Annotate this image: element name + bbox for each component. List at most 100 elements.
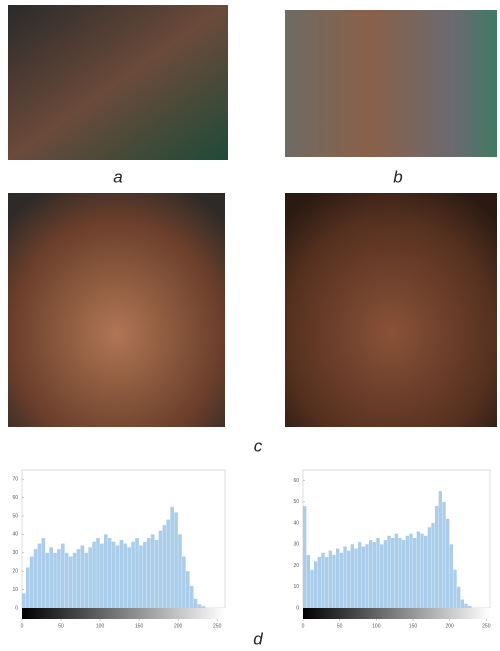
histogram-bar	[53, 552, 57, 608]
histogram-bar	[339, 552, 344, 608]
photo-b	[285, 10, 497, 157]
histogram-bar	[365, 544, 369, 608]
y-tick-label: 10	[293, 584, 299, 590]
y-tick-label: 40	[293, 520, 299, 526]
histogram-bar	[174, 512, 178, 608]
histogram-bar	[37, 543, 42, 608]
histogram-bar	[431, 523, 435, 608]
x-tick-label: 200	[445, 623, 454, 629]
histogram-bar	[107, 538, 112, 608]
x-tick-label: 0	[21, 623, 24, 629]
histogram-bar	[115, 545, 120, 608]
histogram-bar	[197, 604, 202, 608]
histogram-bar	[111, 541, 116, 608]
histogram-bar	[72, 552, 77, 608]
histogram-bar	[182, 556, 186, 608]
histogram-bar	[328, 550, 333, 608]
x-tick-label: 100	[372, 623, 381, 629]
histogram-bar	[453, 569, 457, 608]
y-tick-label: 40	[12, 532, 18, 538]
histogram-bar	[139, 545, 143, 608]
histogram-bar	[358, 542, 362, 608]
photo-a	[8, 5, 228, 160]
histogram-bar	[398, 537, 402, 608]
y-tick-label: 60	[12, 495, 18, 501]
x-tick-label: 50	[337, 623, 343, 629]
histogram-bar	[468, 605, 472, 608]
histogram-bar	[325, 557, 329, 608]
histogram-bar	[131, 541, 135, 608]
histogram-bar	[49, 547, 53, 608]
histogram-bar	[143, 541, 147, 608]
histogram-bar	[321, 552, 325, 608]
photo-c-right	[285, 193, 497, 427]
histogram-bar	[449, 544, 454, 608]
histogram-bar	[303, 506, 307, 608]
histogram-bar	[387, 535, 391, 608]
histogram-bar	[150, 534, 155, 608]
histogram-bar	[84, 552, 89, 608]
histogram-bar	[103, 534, 108, 608]
panel-label: b	[393, 167, 402, 186]
histogram-bar	[80, 545, 85, 608]
histogram-bar	[201, 606, 206, 608]
histogram-bar	[166, 519, 171, 608]
histogram-bar	[394, 533, 399, 608]
y-tick-label: 30	[293, 542, 299, 548]
panel-label: c	[254, 436, 263, 455]
y-tick-label: 10	[12, 587, 18, 593]
colorbar	[303, 608, 490, 619]
histogram-bar	[310, 569, 314, 608]
histogram-bar	[306, 554, 311, 608]
histogram-bar	[170, 506, 174, 608]
x-tick-label: 150	[135, 623, 144, 629]
y-tick-label: 30	[12, 550, 18, 556]
y-tick-label: 70	[12, 477, 18, 483]
histogram-bar	[442, 501, 446, 608]
histogram-bar	[438, 491, 443, 608]
x-tick-label: 250	[482, 623, 491, 629]
histogram-bar	[33, 549, 38, 608]
histogram-bar	[135, 538, 139, 608]
y-tick-label: 60	[293, 478, 299, 484]
histogram-bar	[22, 593, 26, 608]
x-tick-label: 100	[96, 623, 105, 629]
histogram-bar	[369, 540, 373, 608]
histogram-bar	[127, 547, 132, 608]
x-tick-label: 0	[302, 623, 305, 629]
histogram-bar	[119, 539, 124, 608]
histogram-bar	[146, 538, 151, 608]
histogram-bar	[88, 547, 92, 608]
histogram-bar	[372, 542, 377, 608]
histogram-bar	[354, 548, 358, 608]
histogram-bar	[464, 603, 468, 608]
histogram-bar	[435, 506, 439, 608]
histogram-bar	[380, 544, 384, 608]
histogram-bar	[361, 546, 366, 608]
histogram-bar	[427, 527, 432, 608]
histogram-bar	[409, 533, 413, 608]
histogram-bar	[45, 552, 50, 608]
histogram-bar	[314, 561, 318, 608]
x-tick-label: 50	[58, 623, 64, 629]
colorbar	[22, 608, 225, 619]
histogram-bar	[154, 539, 159, 608]
histogram-bar	[402, 540, 406, 608]
histogram-bar	[317, 557, 322, 608]
histogram-bar	[343, 546, 347, 608]
histogram-bar	[158, 530, 163, 608]
histogram-bar	[61, 543, 65, 608]
panel-label: a	[113, 167, 122, 186]
y-tick-label: 20	[293, 563, 299, 569]
histogram-bar	[416, 531, 421, 608]
y-tick-label: 0	[15, 605, 18, 611]
y-tick-label: 0	[296, 605, 299, 611]
histogram-bar	[29, 556, 34, 608]
photo-c-left	[8, 193, 225, 427]
histogram-bar	[405, 535, 410, 608]
histogram-bar	[162, 525, 167, 608]
histogram-bar	[424, 535, 428, 608]
x-tick-label: 250	[213, 623, 222, 629]
x-tick-label: 150	[409, 623, 418, 629]
histogram-bar	[457, 586, 461, 608]
